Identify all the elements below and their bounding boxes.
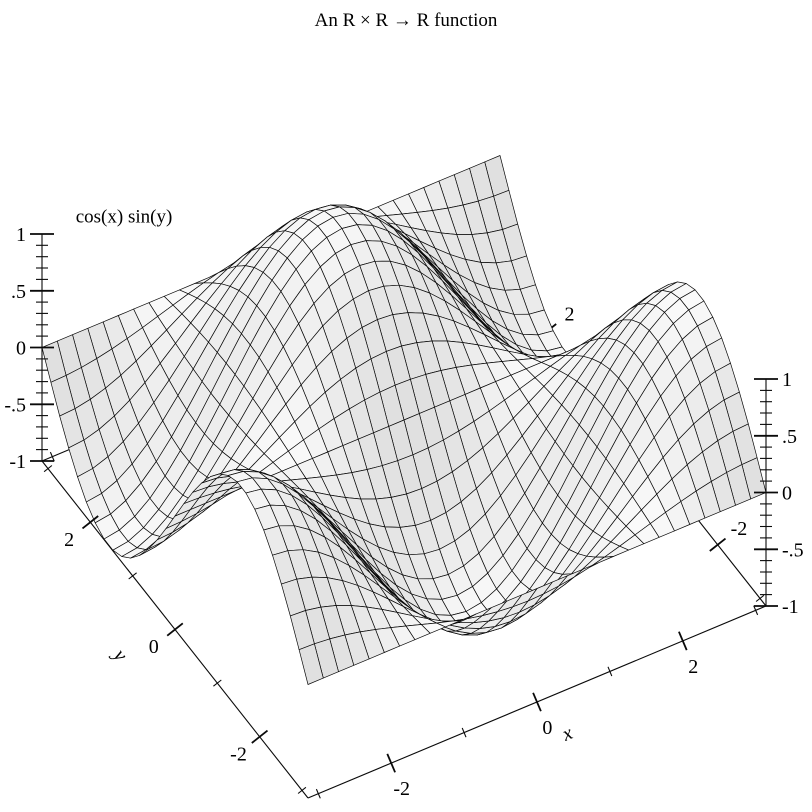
x-tick-label: -2 [393,778,410,800]
z-axis-label: cos(x) sin(y) [76,207,173,228]
surface-mesh [41,155,767,685]
y-tick-label: -2 [731,518,748,540]
z-tick-label: 0 [16,338,26,360]
z-tick-label: .5 [782,426,797,448]
z-tick-label: 1 [782,369,792,391]
x-axis-label: x [558,722,576,746]
plot-title: An R × R → R function [314,10,498,31]
z-tick-label: -1 [9,451,26,473]
x-tick-label: 2 [688,656,698,678]
y-axis-label: y [108,643,132,665]
z-tick-label: -.5 [4,394,26,416]
z-tick-label: .5 [11,281,26,303]
front-axes: -2 0 2 y -2 0 2 x -1 -.5 0 .5 1 -1 -.5 0 .5 1 cos(x) sin(y… [4,207,803,800]
y-tick-label: 0 [149,636,159,658]
x-tick-label: 0 [542,717,552,739]
z-tick-label: -.5 [782,539,804,561]
y-tick-label: 2 [565,304,575,326]
z-tick-label: 0 [782,483,792,505]
y-tick-label: 2 [64,529,74,551]
z-tick-label: -1 [782,596,799,618]
y-tick-label: -2 [230,744,247,766]
z-tick-label: 1 [16,224,26,246]
